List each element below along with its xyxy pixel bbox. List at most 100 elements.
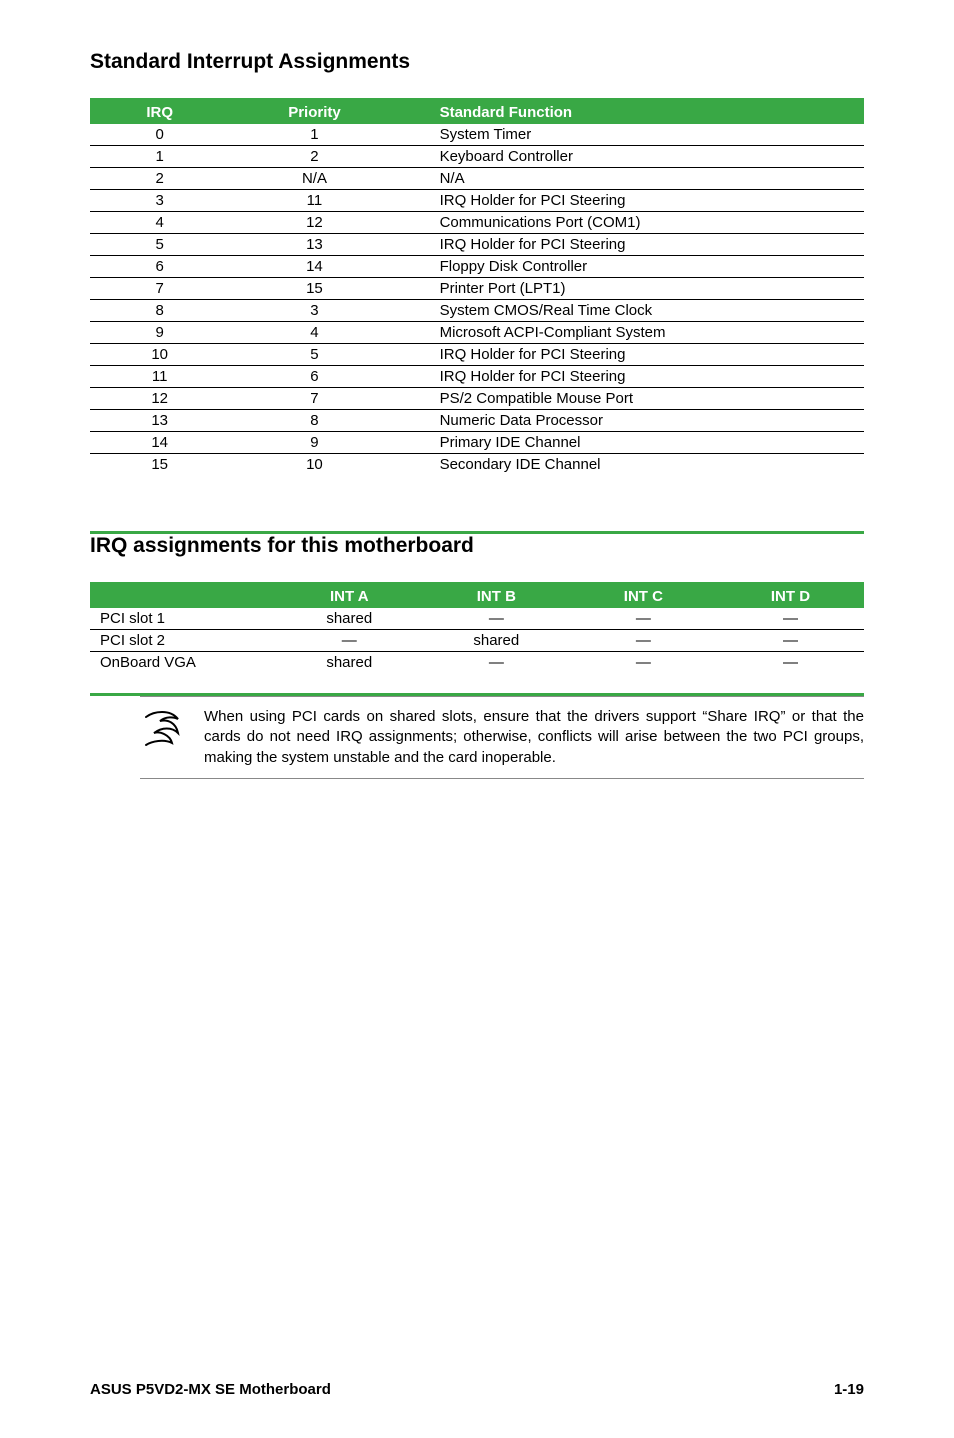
table-cell: System CMOS/Real Time Clock <box>400 300 864 322</box>
footer-right: 1-19 <box>834 1381 864 1398</box>
table-cell: 14 <box>229 256 399 278</box>
table-row: 138Numeric Data Processor <box>90 410 864 432</box>
table-cell: — <box>423 608 570 630</box>
table-cell: shared <box>423 630 570 652</box>
note-icon <box>140 707 184 751</box>
irq-table: IRQ Priority Standard Function 01System … <box>90 101 864 475</box>
table-cell: 3 <box>90 190 229 212</box>
table-cell: 6 <box>90 256 229 278</box>
irq-col-irq: IRQ <box>90 101 229 124</box>
table-cell: 4 <box>229 322 399 344</box>
int-col-b: INT B <box>423 585 570 608</box>
table-cell: Secondary IDE Channel <box>400 454 864 476</box>
table-cell: 1 <box>229 124 399 146</box>
table-cell: 10 <box>90 344 229 366</box>
heading-irq-assign: IRQ assignments for this motherboard <box>90 534 864 558</box>
table-cell: IRQ Holder for PCI Steering <box>400 234 864 256</box>
table-cell: 0 <box>90 124 229 146</box>
table-cell: 9 <box>229 432 399 454</box>
table-row: 105IRQ Holder for PCI Steering <box>90 344 864 366</box>
table-cell: 12 <box>229 212 399 234</box>
table-row: 149Primary IDE Channel <box>90 432 864 454</box>
table-cell: 4 <box>90 212 229 234</box>
int-col-c: INT C <box>570 585 717 608</box>
irq-header-row: IRQ Priority Standard Function <box>90 101 864 124</box>
table-cell: Floppy Disk Controller <box>400 256 864 278</box>
table-cell: Printer Port (LPT1) <box>400 278 864 300</box>
note-text: When using PCI cards on shared slots, en… <box>204 707 864 768</box>
table-cell: — <box>423 652 570 674</box>
table-cell: — <box>717 608 864 630</box>
table-cell: 8 <box>229 410 399 432</box>
int-col-a: INT A <box>276 585 423 608</box>
irq-col-priority: Priority <box>229 101 399 124</box>
table-cell: — <box>570 630 717 652</box>
table-cell: System Timer <box>400 124 864 146</box>
table-row: 01System Timer <box>90 124 864 146</box>
table-cell: IRQ Holder for PCI Steering <box>400 366 864 388</box>
table-row: 412Communications Port (COM1) <box>90 212 864 234</box>
table-cell: 8 <box>90 300 229 322</box>
table-cell: Communications Port (COM1) <box>400 212 864 234</box>
table-row: 12Keyboard Controller <box>90 146 864 168</box>
table-cell: 9 <box>90 322 229 344</box>
table-cell: OnBoard VGA <box>90 652 276 674</box>
table-cell: Keyboard Controller <box>400 146 864 168</box>
table-cell: IRQ Holder for PCI Steering <box>400 190 864 212</box>
table-cell: PCI slot 1 <box>90 608 276 630</box>
table-cell: 11 <box>90 366 229 388</box>
table-cell: 11 <box>229 190 399 212</box>
int-col-d: INT D <box>717 585 864 608</box>
table-cell: 3 <box>229 300 399 322</box>
table-cell: 2 <box>229 146 399 168</box>
table-cell: 10 <box>229 454 399 476</box>
table-cell: IRQ Holder for PCI Steering <box>400 344 864 366</box>
table-cell: 1 <box>90 146 229 168</box>
table-cell: 15 <box>90 454 229 476</box>
table-row: 715Printer Port (LPT1) <box>90 278 864 300</box>
table-row: 83System CMOS/Real Time Clock <box>90 300 864 322</box>
int-table-wrap: INT A INT B INT C INT D PCI slot 1shared… <box>90 582 864 696</box>
table-cell: — <box>570 608 717 630</box>
note-block: When using PCI cards on shared slots, en… <box>140 696 864 779</box>
table-cell: shared <box>276 608 423 630</box>
table-cell: 2 <box>90 168 229 190</box>
table-cell: 7 <box>90 278 229 300</box>
table-row: 116IRQ Holder for PCI Steering <box>90 366 864 388</box>
irq-col-function: Standard Function <box>400 101 864 124</box>
table-row: 94Microsoft ACPI-Compliant System <box>90 322 864 344</box>
table-cell: 13 <box>229 234 399 256</box>
int-header-row: INT A INT B INT C INT D <box>90 585 864 608</box>
footer-left: ASUS P5VD2-MX SE Motherboard <box>90 1381 331 1398</box>
table-cell: Microsoft ACPI-Compliant System <box>400 322 864 344</box>
table-cell: Primary IDE Channel <box>400 432 864 454</box>
table-cell: 6 <box>229 366 399 388</box>
int-table: INT A INT B INT C INT D PCI slot 1shared… <box>90 585 864 673</box>
table-cell: — <box>717 630 864 652</box>
heading-sia: Standard Interrupt Assignments <box>90 50 864 74</box>
table-cell: PCI slot 2 <box>90 630 276 652</box>
footer: ASUS P5VD2-MX SE Motherboard 1-19 <box>90 1381 864 1398</box>
table-cell: — <box>276 630 423 652</box>
table-row: 1510Secondary IDE Channel <box>90 454 864 476</box>
table-row: PCI slot 1shared——— <box>90 608 864 630</box>
table-row: 311IRQ Holder for PCI Steering <box>90 190 864 212</box>
table-cell: 15 <box>229 278 399 300</box>
irq-table-wrap: IRQ Priority Standard Function 01System … <box>90 98 864 534</box>
table-row: 513IRQ Holder for PCI Steering <box>90 234 864 256</box>
table-cell: — <box>717 652 864 674</box>
table-cell: 7 <box>229 388 399 410</box>
table-row: OnBoard VGAshared——— <box>90 652 864 674</box>
table-cell: N/A <box>400 168 864 190</box>
table-cell: 13 <box>90 410 229 432</box>
int-col-blank <box>90 585 276 608</box>
table-cell: N/A <box>229 168 399 190</box>
table-cell: — <box>570 652 717 674</box>
table-row: 614Floppy Disk Controller <box>90 256 864 278</box>
table-row: PCI slot 2—shared—— <box>90 630 864 652</box>
table-cell: PS/2 Compatible Mouse Port <box>400 388 864 410</box>
table-cell: 5 <box>229 344 399 366</box>
table-row: 127PS/2 Compatible Mouse Port <box>90 388 864 410</box>
table-cell: 14 <box>90 432 229 454</box>
table-cell: shared <box>276 652 423 674</box>
